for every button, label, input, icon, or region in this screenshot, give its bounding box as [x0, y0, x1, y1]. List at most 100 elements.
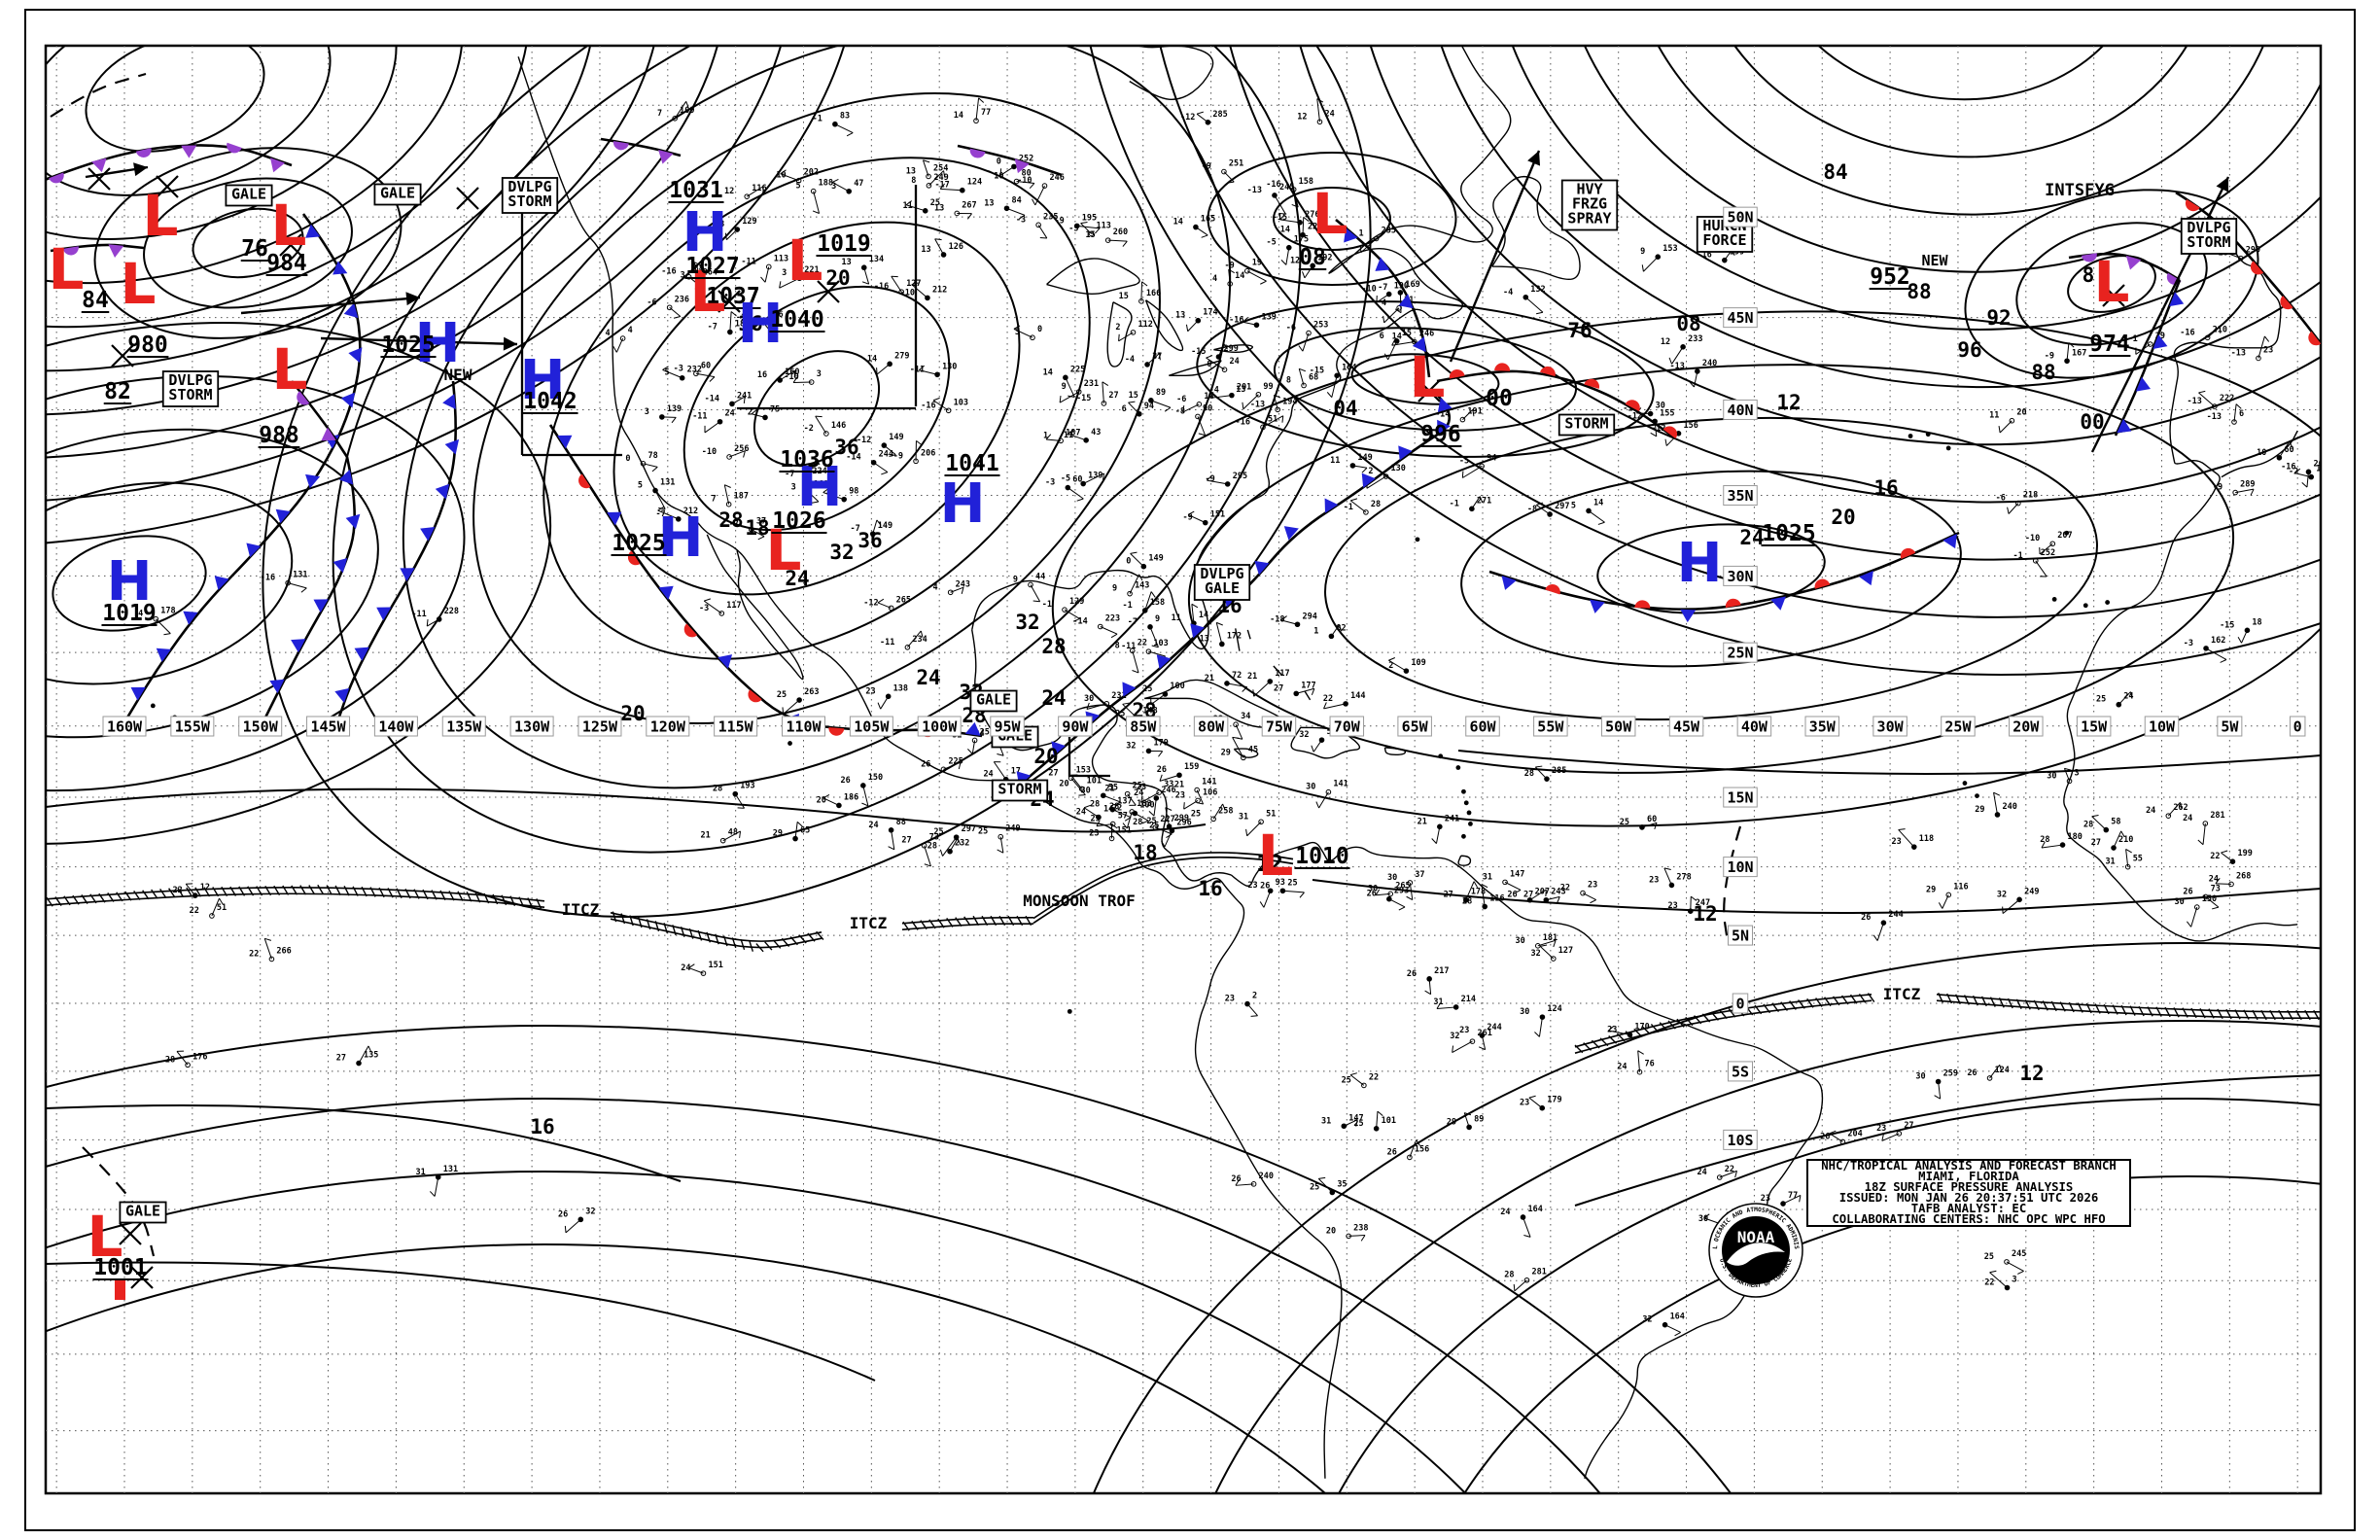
station-pressure: 188 — [819, 179, 833, 189]
station-pressure: 168 — [814, 479, 828, 489]
wind-barb — [928, 170, 944, 187]
station-plot: -13 222 — [2187, 390, 2234, 409]
station-plot: -1 83 — [813, 112, 854, 137]
warning-box-text: GALE — [1205, 579, 1240, 597]
wind-barb — [1344, 1119, 1358, 1127]
itcz-hatch — [1608, 1035, 1618, 1044]
wind-barb — [1102, 794, 1121, 803]
station-plot: 8 68 — [1286, 368, 1318, 389]
lat-label: 35N — [1727, 487, 1753, 505]
station-temp: 31 — [1239, 812, 1248, 822]
wind-barb-tick — [1473, 881, 1479, 888]
station-temp: -15 — [2220, 620, 2234, 630]
wind-barb-tick — [2250, 488, 2255, 496]
station-pressure: 14 — [1103, 805, 1113, 815]
lon-label: 130W — [514, 718, 550, 736]
wind-barb — [1207, 479, 1228, 485]
station-circle — [1088, 230, 1095, 237]
station-pressure: 89 — [1474, 1114, 1484, 1124]
station-plot: 25 60 — [1620, 815, 1658, 830]
station-temp: 29 — [1090, 815, 1100, 824]
station-pressure: 37 — [756, 517, 766, 527]
station-temp: 25 — [1310, 1182, 1319, 1192]
station-plot: -10 207 — [2025, 531, 2073, 555]
station-circle — [1534, 943, 1541, 949]
island-dot — [1962, 781, 1968, 786]
station-plot: 23 77 — [1761, 1191, 1802, 1207]
station-pressure: 55 — [2133, 855, 2143, 864]
wind-barb-tick — [704, 598, 711, 602]
station-plot: -14 223 — [1072, 613, 1120, 639]
wind-barb-tick — [961, 587, 964, 595]
wind-barb-tick — [2125, 848, 2132, 854]
station-temp: 28 — [928, 842, 937, 852]
pressure-value: 980 — [127, 332, 168, 358]
station-pressure: 126 — [949, 242, 963, 252]
station-plot: 9 44 — [1013, 572, 1045, 603]
station-pressure: 129 — [1069, 597, 1084, 607]
coastline — [1457, 855, 1472, 866]
wind-barb-tick — [1608, 1025, 1615, 1032]
wind-barb-tick — [2179, 802, 2183, 810]
wind-barb-tick — [1280, 260, 1287, 265]
wind-barb — [1529, 889, 1547, 901]
itcz-hatch — [116, 892, 123, 902]
warm-front-semicircle — [748, 689, 762, 703]
station-plot: -14 241 — [705, 391, 752, 407]
wind-barb-tick — [1431, 838, 1437, 844]
station-plot: 26 124 — [1967, 1064, 2010, 1081]
station-temp: -10 — [702, 447, 717, 457]
itcz-hatch — [1694, 1015, 1702, 1025]
station-plot: 31 147 — [1321, 1113, 1364, 1130]
wind-barb-tick — [730, 311, 737, 317]
itcz-hatch — [1007, 915, 1015, 927]
itcz-hatch — [2295, 1009, 2302, 1021]
station-temp: 26 — [841, 776, 851, 786]
lon-label: 110W — [786, 718, 822, 736]
itcz-hatch — [2313, 1009, 2320, 1021]
lon-label: 5W — [2221, 718, 2239, 736]
wind-barb-tick — [426, 619, 429, 627]
station-circle — [1363, 509, 1369, 515]
station-plot: 28 227 — [1133, 815, 1175, 839]
warm-front-semicircle — [1584, 378, 1600, 389]
station-pressure: 75 — [770, 404, 780, 414]
wind-barb — [1273, 395, 1278, 410]
station-circle — [700, 970, 707, 976]
itcz-hatch — [920, 920, 928, 930]
station-circle — [1407, 1154, 1413, 1161]
stationary-front-triangle — [658, 585, 674, 600]
occluded-front-semicircle — [49, 172, 64, 184]
station-temp: 7 — [657, 109, 662, 119]
wind-barb-tick — [1242, 686, 1248, 692]
station-pressure: 146 — [831, 421, 846, 431]
station-pressure: 24 — [1324, 109, 1334, 119]
station-temp: 6 — [1380, 332, 1384, 341]
station-circle — [1156, 789, 1162, 795]
station-pressure: 262 — [2173, 803, 2188, 813]
station-plot: -11 24 — [692, 409, 735, 434]
station-temp: 16 — [1702, 251, 1712, 261]
wind-barb-tick — [934, 238, 942, 241]
station-pressure: 117 — [726, 601, 741, 611]
station-plot: 4 243 — [933, 579, 970, 596]
warm-front-semicircle — [1634, 600, 1651, 609]
isobar — [1141, 46, 2321, 618]
wind-barb — [1435, 826, 1441, 844]
station-plot: 24 88 — [868, 818, 906, 851]
wind-barb — [1065, 377, 1075, 398]
station-pressure: 279 — [894, 351, 909, 361]
station-plot: 25 100 — [1142, 682, 1185, 706]
station-pressure: 37 — [1415, 870, 1424, 880]
station-temp: -16 — [261, 574, 275, 583]
station-plot: 21 72 — [1205, 671, 1248, 692]
isobar-label: 12 — [2019, 1062, 2044, 1085]
cold-front-triangle — [1156, 654, 1172, 670]
island-dot — [150, 703, 156, 709]
station-temp: -4 — [1209, 386, 1219, 396]
wind-barb — [1129, 574, 1140, 594]
wind-barb — [1643, 256, 1659, 272]
station-temp: 26 — [1157, 765, 1167, 775]
station-temp: -16 — [2281, 462, 2295, 472]
wind-barb — [883, 444, 896, 456]
